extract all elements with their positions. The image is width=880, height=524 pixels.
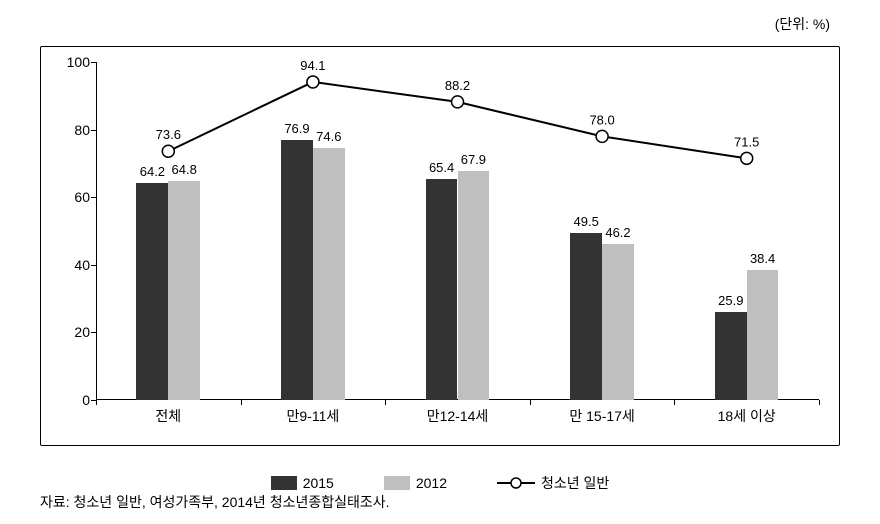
- y-tick-label: 40: [56, 257, 90, 273]
- x-category-label: 전체: [155, 406, 181, 426]
- legend-label: 청소년 일반: [541, 473, 609, 493]
- line-label: 88.2: [445, 78, 470, 93]
- x-tick-mark: [385, 400, 386, 405]
- x-tick-mark: [674, 400, 675, 405]
- legend-swatch: [271, 476, 297, 490]
- footnote: 자료: 청소년 일반, 여성가족부, 2014년 청소년종합실태조사.: [40, 492, 390, 512]
- x-tick-mark: [530, 400, 531, 405]
- line-marker: [162, 145, 174, 157]
- legend-item: 청소년 일반: [497, 473, 609, 493]
- x-category-label: 만 15-17세: [569, 406, 634, 426]
- x-category-label: 만12-14세: [427, 406, 489, 426]
- x-category-label: 만9-11세: [287, 406, 340, 426]
- y-tick-label: 80: [56, 122, 90, 138]
- legend-label: 2012: [416, 475, 447, 491]
- x-tick-mark: [96, 400, 97, 405]
- y-tick-label: 0: [56, 392, 90, 408]
- x-category-label: 18세 이상: [718, 406, 776, 426]
- line-label: 78.0: [589, 112, 614, 127]
- legend-item: 2012: [384, 473, 447, 493]
- legend-swatch: [384, 476, 410, 490]
- line-marker: [307, 76, 319, 88]
- legend-item: 2015: [271, 473, 334, 493]
- x-tick-mark: [241, 400, 242, 405]
- line-label: 73.6: [156, 127, 181, 142]
- line-label: 71.5: [734, 134, 759, 149]
- line-marker: [596, 130, 608, 142]
- legend-label: 2015: [303, 475, 334, 491]
- unit-label: (단위: %): [775, 14, 830, 34]
- line-label: 94.1: [300, 58, 325, 73]
- legend: 2015 2012 청소년 일반: [41, 473, 839, 493]
- line-series: 73.694.188.278.071.5: [96, 62, 819, 400]
- line-marker: [452, 96, 464, 108]
- chart-container: 0 20 40 60 80 100 전체 만9-11세 만12-14세 만 15-17세 18세 이…: [40, 46, 840, 446]
- y-tick-label: 60: [56, 189, 90, 205]
- x-tick-mark: [819, 400, 820, 405]
- plot-area: 020406080100전체만9-11세만12-14세만 15-17세18세 이…: [96, 62, 819, 400]
- legend-line-icon: [497, 476, 535, 490]
- y-tick-label: 100: [56, 54, 90, 70]
- y-tick-label: 20: [56, 324, 90, 340]
- line-marker: [741, 152, 753, 164]
